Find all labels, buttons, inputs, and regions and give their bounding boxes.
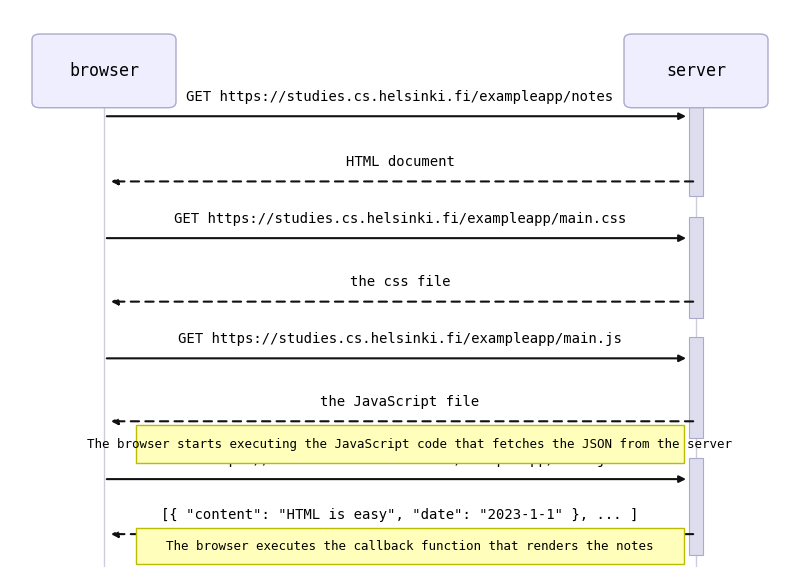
Text: GET https://studies.cs.helsinki.fi/exampleapp/main.css: GET https://studies.cs.helsinki.fi/examp… [174,211,626,226]
FancyBboxPatch shape [32,34,176,108]
Text: browser: browser [69,62,139,80]
Text: The browser executes the callback function that renders the notes: The browser executes the callback functi… [166,540,654,552]
FancyBboxPatch shape [624,34,768,108]
FancyBboxPatch shape [136,528,684,564]
Bar [689,458,703,555]
Text: GET https://studies.cs.helsinki.fi/exampleapp/data.json: GET https://studies.cs.helsinki.fi/examp… [170,452,630,467]
Text: HTML document: HTML document [346,155,454,169]
Text: the css file: the css file [350,275,450,289]
Text: [{ "content": "HTML is easy", "date": "2023-1-1" }, ... ]: [{ "content": "HTML is easy", "date": "2… [162,507,638,522]
Text: server: server [666,62,726,80]
Bar [689,96,703,196]
Text: GET https://studies.cs.helsinki.fi/exampleapp/main.js: GET https://studies.cs.helsinki.fi/examp… [178,332,622,346]
Bar [689,337,703,438]
Text: GET https://studies.cs.helsinki.fi/exampleapp/notes: GET https://studies.cs.helsinki.fi/examp… [186,90,614,104]
FancyBboxPatch shape [136,425,684,463]
Bar [689,217,703,318]
Text: the JavaScript file: the JavaScript file [321,395,479,409]
Text: The browser starts executing the JavaScript code that fetches the JSON from the : The browser starts executing the JavaScr… [87,438,733,451]
